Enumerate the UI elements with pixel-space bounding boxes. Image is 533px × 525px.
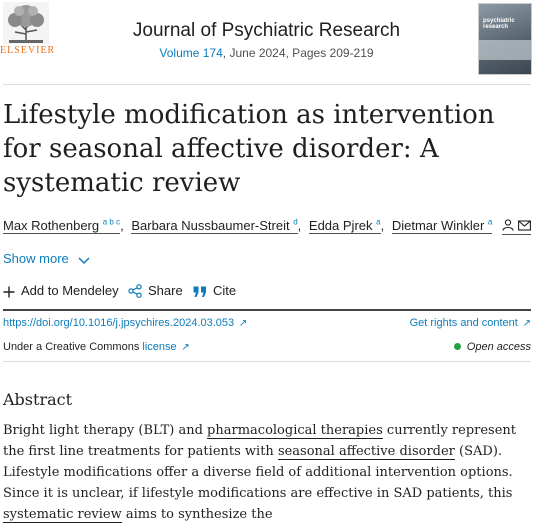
share-button[interactable]: Share xyxy=(128,283,183,298)
cover-title: psychiatric research xyxy=(483,18,515,30)
license-link-label[interactable]: license xyxy=(142,341,177,353)
author-link[interactable]: Barbara Nussbaumer-Streit d xyxy=(131,218,298,235)
show-more-button[interactable]: Show more xyxy=(3,251,90,266)
doi-url[interactable]: https://doi.org/10.1016/j.jpsychires.202… xyxy=(3,317,235,329)
author-separator: , xyxy=(120,218,124,234)
external-arrow-icon: ↗ xyxy=(178,342,190,353)
journal-cover-image[interactable]: psychiatric research xyxy=(478,3,532,75)
publisher-name: ELSEVIER xyxy=(0,45,56,56)
issue-details: , June 2024, Pages 209-219 xyxy=(222,46,374,60)
rights-link[interactable]: Get rights and content ↗ xyxy=(410,317,531,329)
plus-icon xyxy=(3,286,15,298)
issue-info: Volume 174, June 2024, Pages 209-219 xyxy=(0,46,533,60)
cover-band xyxy=(479,40,531,60)
quote-icon xyxy=(193,286,206,297)
show-more-label[interactable]: Show more xyxy=(3,251,69,266)
article-title: Lifestyle modification as intervention f… xyxy=(3,100,495,198)
doi-link[interactable]: https://doi.org/10.1016/j.jpsychires.202… xyxy=(3,317,247,329)
author-affiliation[interactable]: d xyxy=(293,218,298,227)
author-affiliation[interactable]: a xyxy=(376,218,381,227)
cite-label[interactable]: Cite xyxy=(213,283,237,298)
author-separator: , xyxy=(297,218,302,234)
author-affiliation[interactable]: a xyxy=(487,218,493,227)
author-name[interactable]: Edda Pjrek xyxy=(308,218,373,234)
author-name[interactable]: Max Rothenberg xyxy=(3,218,100,234)
divider xyxy=(3,84,531,85)
abstract-segment: (SAD). Lifestyle modifications offer a d… xyxy=(3,444,513,501)
divider xyxy=(3,361,531,362)
author-name[interactable]: Barbara Nussbaumer-Streit xyxy=(131,218,290,234)
open-access-dot-icon xyxy=(453,343,461,350)
corresponding-author-icons[interactable] xyxy=(502,219,531,235)
rights-label[interactable]: Get rights and content xyxy=(409,317,518,329)
open-access-label: Open access xyxy=(466,341,531,353)
author-link[interactable]: Dietmar Winkler a xyxy=(391,218,493,235)
person-icon xyxy=(502,219,514,231)
author-separator: , xyxy=(380,218,385,234)
external-arrow-icon: ↗ xyxy=(519,318,531,329)
abstract-segment: Bright light therapy (BLT) and xyxy=(3,423,208,438)
abstract-heading: Abstract xyxy=(3,390,73,409)
license-link[interactable]: license ↗ xyxy=(142,341,189,353)
volume-link[interactable]: Volume 174 xyxy=(159,46,223,60)
add-to-mendeley-button[interactable]: Add to Mendeley xyxy=(3,283,119,298)
topic-link[interactable]: pharmacological therapies xyxy=(207,423,383,439)
share-label[interactable]: Share xyxy=(148,283,183,298)
share-icon xyxy=(128,284,142,298)
author-list: Max Rothenberg a b c, Barbara Nussbaumer… xyxy=(3,218,531,235)
open-access-badge: Open access xyxy=(453,341,531,353)
toolbar-divider xyxy=(3,309,531,311)
topic-link[interactable]: systematic review xyxy=(3,507,122,523)
license-prefix: Under a Creative Commons xyxy=(3,341,140,353)
author-affiliation[interactable]: a b c xyxy=(102,218,121,227)
topic-link[interactable]: seasonal affective disorder xyxy=(277,444,455,460)
elsevier-tree-logo[interactable] xyxy=(3,2,49,58)
journal-title[interactable]: Journal of Psychiatric Research xyxy=(0,20,533,42)
journal-title-link[interactable]: Journal of Psychiatric Research xyxy=(132,20,401,41)
envelope-icon xyxy=(517,220,531,231)
abstract-segment: aims to synthesize the xyxy=(121,507,273,522)
abstract-text: Bright light therapy (BLT) and pharmacol… xyxy=(3,420,533,525)
cite-button[interactable]: Cite xyxy=(193,283,236,298)
author-link[interactable]: Max Rothenberg a b c xyxy=(3,218,121,235)
article-header: ELSEVIER Journal of Psychiatric Research… xyxy=(0,0,533,80)
abstract-segment: currently represent the first line treat… xyxy=(3,423,517,459)
external-arrow-icon: ↗ xyxy=(236,318,248,329)
add-to-mendeley-label[interactable]: Add to Mendeley xyxy=(21,283,119,298)
license-info: Under a Creative Commons license ↗ xyxy=(3,341,190,353)
author-link[interactable]: Edda Pjrek a xyxy=(308,218,381,235)
chevron-down-icon xyxy=(78,257,90,265)
author-name[interactable]: Dietmar Winkler xyxy=(391,218,485,234)
